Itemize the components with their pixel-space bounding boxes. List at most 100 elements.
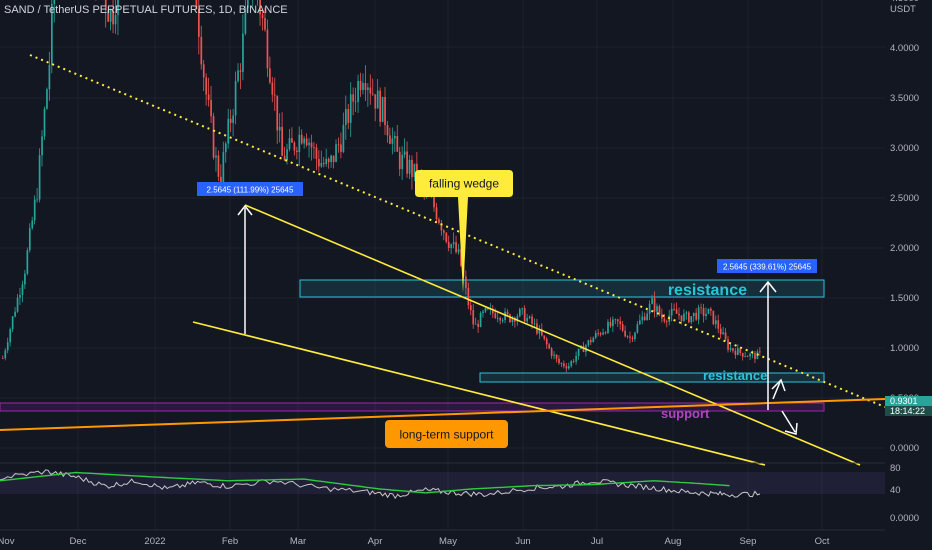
candle-body (354, 101, 357, 103)
candle-body (367, 87, 369, 90)
candle-body (496, 317, 499, 319)
candles (2, 0, 761, 373)
candle-body (247, 0, 249, 8)
candle-body (273, 94, 276, 96)
candle-body (749, 353, 751, 357)
candle-body (492, 308, 494, 314)
candle-body (313, 147, 315, 149)
chart-title: SAND / TetherUS PERPETUAL FUTURES, 1D, B… (4, 4, 288, 16)
candle-body (675, 309, 678, 314)
candle-body (438, 219, 440, 224)
candle-body (371, 93, 374, 95)
candle-body (220, 176, 222, 183)
candle-body (690, 316, 693, 323)
candle-body (342, 124, 345, 152)
candle-body (53, 0, 56, 4)
candle-body (305, 138, 308, 146)
candle-body (398, 151, 401, 170)
candle-body (656, 306, 658, 312)
price-axis-panel[interactable] (885, 0, 932, 550)
time-tick: May (439, 536, 457, 547)
time-tick: Nov (0, 536, 15, 547)
candle-body (38, 155, 41, 200)
candle-body (205, 77, 208, 95)
candle-body (396, 135, 399, 152)
candle-body (4, 350, 7, 359)
candle-body (746, 356, 749, 357)
rsi-band (0, 472, 885, 494)
candle-body (389, 135, 391, 144)
candle-body (337, 144, 340, 146)
candle-body (359, 80, 362, 91)
candle-body (705, 313, 707, 317)
candle-body (697, 307, 700, 320)
candle-body (658, 306, 661, 315)
candle-body (616, 319, 619, 322)
candle-body (523, 308, 526, 322)
candle-body (450, 244, 453, 248)
candle-body (259, 0, 261, 15)
candle-body (440, 223, 443, 231)
candle-body (234, 81, 237, 116)
candle-body (482, 311, 484, 314)
candle-body (631, 337, 634, 339)
candle-body (433, 196, 435, 208)
candle-body (48, 64, 51, 90)
candle-body (229, 118, 232, 123)
candle-body (695, 312, 698, 320)
candle-body (639, 320, 641, 325)
candle-body (511, 317, 514, 323)
candle-body (374, 94, 377, 109)
long-term-support-callout (385, 420, 508, 448)
candle-body (567, 366, 570, 369)
candle-body (614, 319, 617, 321)
time-axis-ticks[interactable]: Nov Dec 2022 Feb Mar Apr May Jun Jul Aug Sep Oct (0, 536, 830, 547)
candle-body (587, 340, 590, 346)
candle-body (310, 142, 313, 148)
candle-body (283, 155, 286, 161)
candle-body (16, 297, 19, 312)
candle-body (509, 314, 511, 323)
candle-body (516, 316, 519, 322)
candle-body (624, 330, 626, 337)
candle-body (107, 10, 110, 22)
up-path-arrow (772, 381, 781, 400)
price-tick: 1.5000 (890, 293, 919, 304)
candle-body (575, 355, 577, 362)
candle-body (558, 358, 560, 364)
candle-body (612, 319, 614, 327)
candle-body (224, 143, 227, 153)
candle-body (109, 10, 112, 22)
candle-body (526, 317, 528, 322)
candle-body (212, 116, 215, 158)
candle-body (729, 348, 732, 350)
measure-arrowhead-right (759, 280, 777, 293)
candle-body (665, 321, 668, 323)
time-tick: 2022 (144, 536, 165, 547)
candle-body (472, 310, 475, 325)
candle-body (653, 298, 656, 312)
candle-body (21, 284, 24, 295)
candle-body (232, 115, 234, 123)
candle-body (661, 314, 663, 319)
candle-body (609, 321, 612, 327)
candle-body (288, 138, 291, 150)
candle-body (320, 163, 323, 167)
candle-body (33, 199, 36, 221)
candle-body (237, 70, 239, 82)
candle-body (597, 333, 600, 334)
dotted-downtrend-line (29, 54, 886, 408)
candle-body (474, 323, 477, 325)
candle-body (51, 3, 53, 65)
candle-body (271, 82, 274, 95)
long-term-support-line (0, 398, 886, 431)
candle-body (737, 348, 739, 355)
candle-body (357, 80, 359, 102)
candle-body (332, 155, 335, 162)
candle-body (754, 353, 756, 360)
candle-body (411, 159, 413, 178)
candle-body (560, 363, 563, 364)
candle-body (545, 338, 548, 345)
candle-body (264, 18, 266, 30)
